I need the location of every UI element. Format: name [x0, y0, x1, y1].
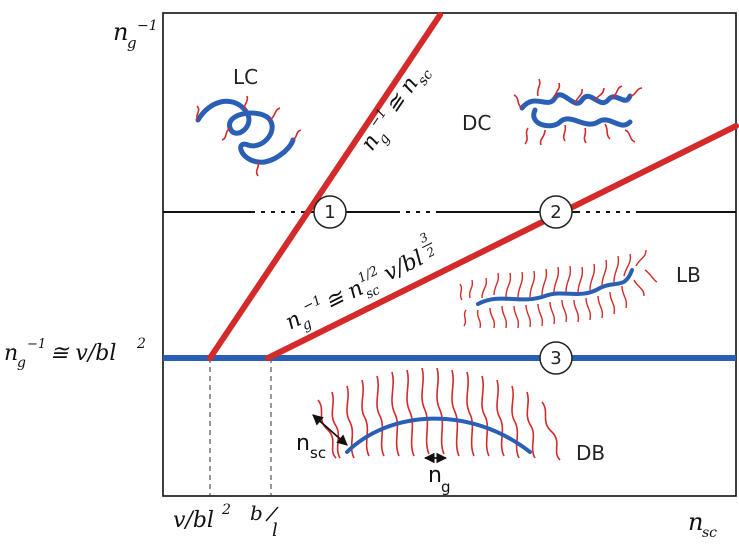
svg-text:−1: −1 [27, 337, 46, 352]
svg-text:n: n [428, 463, 442, 488]
boundary-line-red-lower [265, 123, 739, 361]
svg-text:n: n [688, 508, 703, 536]
svg-text:n: n [296, 431, 310, 456]
svg-text:2: 2 [221, 502, 231, 518]
region-label-dc: DC [462, 111, 491, 135]
region-label-lc: LC [233, 65, 258, 89]
lower-line-equation: n g −1 ≅ n 1/2 sc v/bl 3 2 [282, 230, 438, 336]
svg-text:n: n [113, 18, 128, 46]
svg-text:3: 3 [417, 230, 430, 246]
lb-polymer-illustration [459, 249, 658, 329]
y-axis-label: n g −1 [113, 18, 158, 52]
dc-polymer-illustration [513, 78, 643, 146]
svg-text:≅ v/bl: ≅ v/bl [50, 341, 116, 366]
x-axis-label: n sc [688, 508, 717, 541]
ng-annotation: n g [428, 463, 451, 496]
lc-polymer-illustration [195, 95, 302, 177]
svg-text:g: g [127, 34, 137, 52]
circle-marker-3: 3 [539, 341, 573, 375]
svg-text:g: g [299, 316, 314, 334]
circle-marker-1: 1 [313, 195, 347, 229]
x-tick-label-1: v/bl 2 [173, 502, 231, 533]
svg-text:n: n [4, 341, 18, 366]
svg-text:l: l [272, 520, 278, 541]
svg-text:−1: −1 [300, 293, 324, 315]
nsc-annotation: n sc [296, 431, 326, 462]
svg-text:sc: sc [310, 444, 326, 462]
svg-text:2: 2 [136, 336, 146, 352]
y-tick-label: n g −1 ≅ v/bl 2 [4, 336, 146, 371]
region-label-db: DB [576, 441, 605, 465]
svg-text:2: 2 [424, 244, 438, 260]
circle-marker-2: 2 [539, 195, 573, 229]
x-tick-label-2: b l [250, 501, 279, 541]
svg-text:g: g [17, 355, 26, 371]
boundary-line-red-upper [207, 12, 443, 361]
upper-line-equation: n g −1 ≅ n sc [356, 67, 436, 155]
db-polymer-illustration [312, 367, 561, 464]
svg-text:v/bl: v/bl [173, 508, 214, 533]
svg-text:g: g [441, 478, 451, 496]
svg-text:2: 2 [550, 202, 561, 223]
svg-text:1: 1 [324, 202, 335, 223]
plot-frame [162, 12, 737, 497]
svg-text:3: 3 [550, 348, 561, 369]
svg-text:−1: −1 [137, 18, 158, 34]
region-label-lb: LB [676, 263, 701, 287]
svg-text:b: b [250, 501, 263, 525]
svg-text:sc: sc [702, 525, 717, 541]
